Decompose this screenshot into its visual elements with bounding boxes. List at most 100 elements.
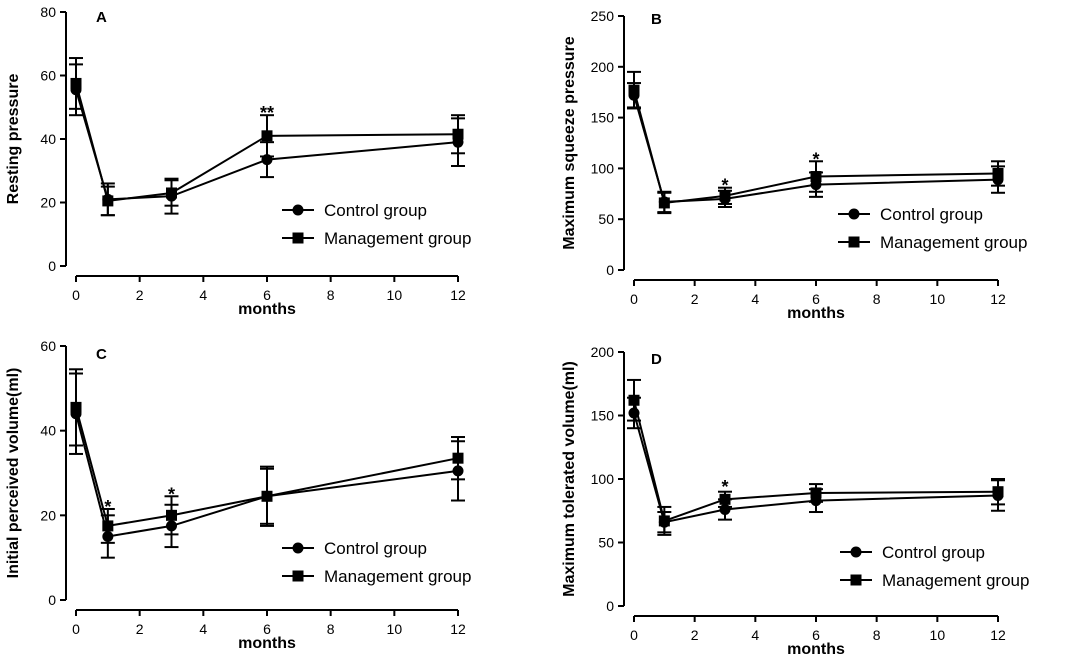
- data-point: [719, 493, 731, 505]
- data-point: [628, 84, 640, 96]
- y-tick-label: 20: [40, 507, 56, 523]
- data-point: [102, 195, 114, 207]
- legend-label: Management group: [882, 571, 1029, 590]
- legend-circle-marker: [292, 542, 304, 554]
- data-point: [628, 394, 640, 406]
- y-tick-label: 40: [40, 131, 56, 147]
- data-point: [992, 486, 1004, 498]
- x-tick-label: 8: [327, 621, 335, 637]
- legend-circle-marker: [292, 204, 304, 216]
- legend-circle-marker: [848, 208, 860, 220]
- x-tick-label: 0: [630, 291, 638, 307]
- series-management: [627, 378, 1005, 536]
- x-tick-label: 12: [450, 287, 466, 303]
- y-axis-title: Initial perceived volume(ml): [5, 368, 22, 579]
- panel-label: C: [96, 346, 107, 363]
- x-tick-label: 10: [930, 291, 946, 307]
- x-tick-label: 0: [630, 627, 638, 643]
- legend: Control group Management group: [840, 543, 1029, 590]
- legend-square-marker: [292, 570, 304, 582]
- x-tick-label: 2: [691, 291, 699, 307]
- legend-square-marker: [292, 232, 304, 244]
- data-point: [658, 515, 670, 527]
- series-control: [69, 372, 465, 559]
- y-tick-label: 40: [40, 423, 56, 439]
- x-tick-label: 2: [136, 287, 144, 303]
- legend-square-marker: [850, 574, 862, 586]
- x-tick-label: 10: [387, 621, 403, 637]
- x-tick-label: 4: [199, 287, 207, 303]
- legend-label: Management group: [880, 233, 1027, 252]
- x-tick-label: 4: [751, 627, 759, 643]
- x-tick-label: 8: [873, 627, 881, 643]
- x-tick-label: 12: [450, 621, 466, 637]
- y-tick-label: 80: [40, 4, 56, 20]
- series-management: [627, 70, 1005, 215]
- legend-circle-marker: [850, 546, 862, 558]
- data-point: [70, 401, 82, 413]
- x-tick-label: 4: [199, 621, 207, 637]
- x-tick-label: 6: [812, 627, 820, 643]
- panel-c: 0 20 40 60 0 2 4 6 8 10 12 months Initial perceived …: [5, 338, 471, 652]
- y-tick-label: 100: [591, 471, 615, 487]
- data-point: [261, 490, 273, 502]
- significance-mark: **: [260, 103, 274, 123]
- panel-label: D: [651, 351, 662, 368]
- x-axis-title: months: [238, 301, 296, 318]
- legend: Control group Management group: [282, 539, 471, 586]
- data-point: [261, 130, 273, 142]
- x-tick-label: 12: [990, 291, 1006, 307]
- y-axis-title: Maximum tolerated volume(ml): [561, 361, 578, 597]
- panel-label: A: [96, 9, 107, 26]
- y-tick-label: 200: [591, 344, 615, 360]
- y-tick-label: 0: [48, 592, 56, 608]
- legend: Control group Management group: [838, 205, 1027, 252]
- y-axis-title: Maximum squeeze pressure: [561, 36, 578, 250]
- panel-label: B: [651, 11, 662, 28]
- x-tick-label: 0: [72, 621, 80, 637]
- data-point: [810, 487, 822, 499]
- data-point: [166, 509, 177, 521]
- data-point: [70, 77, 82, 89]
- significance-mark: *: [168, 484, 175, 504]
- legend-label: Management group: [324, 567, 471, 586]
- x-tick-label: 6: [263, 287, 271, 303]
- y-tick-label: 150: [591, 408, 615, 424]
- x-tick-label: 10: [930, 627, 946, 643]
- panel-d: 0 50 100 150 200 0 2 4 6 8 10 12 months Maximum toler…: [561, 344, 1029, 658]
- data-point: [452, 128, 464, 140]
- significance-mark: *: [721, 176, 728, 196]
- y-tick-label: 100: [591, 160, 615, 176]
- legend-label: Control group: [324, 201, 427, 220]
- y-tick-label: 150: [591, 110, 615, 126]
- x-axis-title: months: [787, 305, 845, 322]
- x-axis-title: months: [238, 635, 296, 652]
- x-tick-label: 6: [263, 621, 271, 637]
- data-point: [102, 520, 114, 532]
- panel-a: 0 20 40 60 80 0 2 4 6 8 10 12 months Resting pressure…: [5, 4, 471, 318]
- x-axis-title: months: [787, 641, 845, 658]
- series-management: [69, 57, 465, 217]
- y-tick-label: 60: [40, 68, 56, 84]
- legend-label: Management group: [324, 229, 471, 248]
- data-point: [166, 187, 177, 199]
- x-tick-label: 2: [136, 621, 144, 637]
- x-tick-label: 6: [812, 291, 820, 307]
- y-tick-label: 0: [48, 258, 56, 274]
- significance-mark: *: [812, 149, 819, 169]
- significance-mark: *: [104, 497, 111, 517]
- significance-mark: *: [721, 477, 728, 497]
- y-tick-label: 200: [591, 59, 615, 75]
- legend-label: Control group: [882, 543, 985, 562]
- legend-square-marker: [848, 236, 860, 248]
- data-point: [810, 171, 822, 183]
- x-tick-label: 10: [387, 287, 403, 303]
- y-tick-label: 0: [606, 598, 614, 614]
- y-tick-label: 20: [40, 195, 56, 211]
- x-tick-label: 8: [327, 287, 335, 303]
- x-tick-label: 8: [873, 291, 881, 307]
- x-tick-label: 0: [72, 287, 80, 303]
- series-management: [69, 368, 465, 544]
- legend-label: Control group: [324, 539, 427, 558]
- data-point: [452, 452, 464, 464]
